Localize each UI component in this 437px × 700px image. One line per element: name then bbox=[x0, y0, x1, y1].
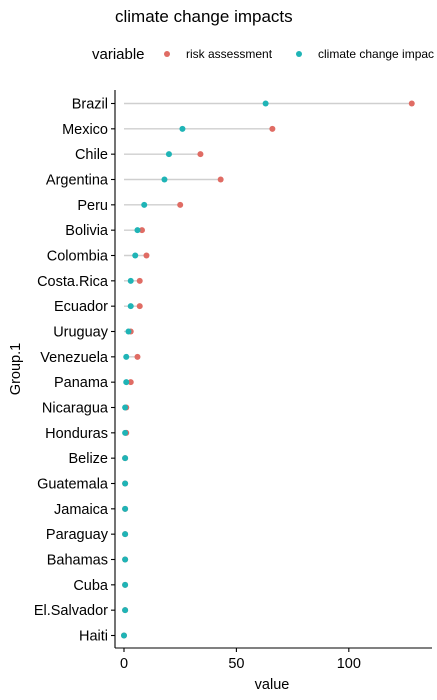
point-el-salvador-climate-change-impacts bbox=[122, 607, 129, 614]
y-tick-label-uruguay: Uruguay bbox=[53, 325, 109, 341]
point-haiti-climate-change-impacts bbox=[120, 632, 127, 639]
point-colombia-risk-assessment bbox=[143, 252, 150, 259]
legend-key-risk-assessment bbox=[164, 51, 170, 57]
point-mexico-climate-change-impacts bbox=[179, 125, 186, 132]
y-tick-label-panama: Panama bbox=[54, 375, 109, 391]
y-tick-label-honduras: Honduras bbox=[45, 426, 108, 442]
y-tick-label-jamaica: Jamaica bbox=[54, 502, 109, 518]
point-peru-climate-change-impacts bbox=[141, 201, 148, 208]
point-jamaica-climate-change-impacts bbox=[122, 505, 129, 512]
point-panama-risk-assessment bbox=[127, 379, 134, 386]
point-argentina-climate-change-impacts bbox=[161, 176, 168, 183]
y-tick-label-peru: Peru bbox=[77, 198, 108, 214]
x-tick-label-0: 0 bbox=[120, 656, 128, 672]
legend-label-climate-change-impacts: climate change impac bbox=[318, 47, 434, 61]
y-tick-label-costa-rica: Costa.Rica bbox=[37, 274, 109, 290]
legend-title: variable bbox=[92, 46, 145, 63]
point-nicaragua-climate-change-impacts bbox=[122, 404, 129, 411]
y-tick-label-nicaragua: Nicaragua bbox=[42, 401, 109, 417]
point-bahamas-climate-change-impacts bbox=[122, 556, 129, 563]
point-chile-risk-assessment bbox=[197, 151, 204, 158]
point-cuba-climate-change-impacts bbox=[122, 581, 129, 588]
point-ecuador-risk-assessment bbox=[136, 303, 143, 310]
y-tick-label-mexico: Mexico bbox=[62, 122, 108, 138]
point-guatemala-climate-change-impacts bbox=[122, 480, 129, 487]
point-venezuela-risk-assessment bbox=[134, 353, 141, 360]
point-paraguay-climate-change-impacts bbox=[122, 531, 129, 538]
y-tick-label-el-salvador: El.Salvador bbox=[34, 603, 108, 619]
y-tick-label-bahamas: Bahamas bbox=[47, 553, 108, 569]
point-panama-climate-change-impacts bbox=[123, 379, 130, 386]
y-tick-label-colombia: Colombia bbox=[47, 249, 109, 265]
x-tick-label-100: 100 bbox=[337, 656, 361, 672]
legend-label-risk-assessment: risk assessment bbox=[186, 47, 273, 61]
y-tick-label-paraguay: Paraguay bbox=[46, 527, 109, 543]
y-tick-label-belize: Belize bbox=[69, 451, 109, 467]
y-tick-label-brazil: Brazil bbox=[72, 97, 108, 113]
point-bolivia-risk-assessment bbox=[138, 227, 145, 234]
y-tick-label-cuba: Cuba bbox=[73, 578, 109, 594]
point-chile-climate-change-impacts bbox=[165, 151, 172, 158]
point-costa-rica-risk-assessment bbox=[136, 277, 143, 284]
legend-key-climate-change-impacts bbox=[296, 51, 302, 57]
y-axis-title: Group.1 bbox=[8, 343, 24, 395]
y-tick-label-haiti: Haiti bbox=[79, 629, 108, 645]
point-peru-risk-assessment bbox=[177, 201, 184, 208]
point-ecuador-climate-change-impacts bbox=[127, 303, 134, 310]
point-belize-climate-change-impacts bbox=[122, 455, 129, 462]
y-tick-label-chile: Chile bbox=[75, 147, 108, 163]
plot-area bbox=[120, 100, 415, 639]
chart-title: climate change impacts bbox=[115, 7, 293, 26]
y-tick-label-guatemala: Guatemala bbox=[37, 477, 109, 493]
point-mexico-risk-assessment bbox=[269, 125, 276, 132]
point-honduras-climate-change-impacts bbox=[122, 429, 129, 436]
point-colombia-climate-change-impacts bbox=[132, 252, 139, 259]
point-brazil-climate-change-impacts bbox=[262, 100, 269, 107]
point-brazil-risk-assessment bbox=[408, 100, 415, 107]
point-costa-rica-climate-change-impacts bbox=[127, 277, 134, 284]
x-tick-label-50: 50 bbox=[228, 656, 244, 672]
x-axis-title: value bbox=[255, 677, 290, 693]
y-tick-label-ecuador: Ecuador bbox=[54, 299, 108, 315]
point-bolivia-climate-change-impacts bbox=[134, 227, 141, 234]
point-venezuela-climate-change-impacts bbox=[123, 353, 130, 360]
point-argentina-risk-assessment bbox=[217, 176, 224, 183]
y-tick-label-bolivia: Bolivia bbox=[65, 223, 109, 239]
point-uruguay-climate-change-impacts bbox=[125, 328, 132, 335]
y-tick-label-argentina: Argentina bbox=[46, 173, 109, 189]
y-tick-label-venezuela: Venezuela bbox=[40, 350, 109, 366]
legend: variable risk assessment climate change … bbox=[92, 46, 434, 63]
